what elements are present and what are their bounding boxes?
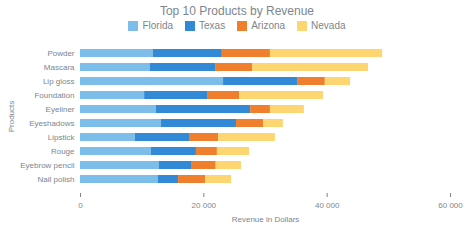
html-text:Arizona: Arizona (251, 20, 286, 31)
svg-text:Products: Products (7, 101, 16, 133)
html-text:Texas: Texas (199, 20, 226, 31)
svg-text:Revenue in Dollars: Revenue in Dollars (232, 215, 300, 224)
svg-text:Rouge: Rouge (51, 147, 75, 156)
svg-text:40 000: 40 000 (315, 201, 340, 210)
svg-text:60 000: 60 000 (438, 201, 463, 210)
svg-text:Eyebrow pencil: Eyebrow pencil (20, 161, 74, 170)
html-text:Florida: Florida (142, 20, 173, 31)
svg-text:Lipstick: Lipstick (48, 133, 76, 142)
svg-text:Mascara: Mascara (44, 63, 75, 72)
svg-text:Eyeliner: Eyeliner (46, 105, 75, 114)
html-text:Nevada: Nevada (311, 20, 346, 31)
html-text:Top 10 Products by Revenue: Top 10 Products by Revenue (159, 4, 314, 18)
svg-text:0: 0 (78, 201, 83, 210)
svg-text:Foundation: Foundation (34, 91, 74, 100)
svg-text:Eyeshadows: Eyeshadows (29, 119, 74, 128)
svg-text:Lip gloss: Lip gloss (43, 77, 75, 86)
svg-text:Powder: Powder (47, 49, 74, 58)
svg-text:Nail polish: Nail polish (38, 175, 75, 184)
svg-text:20 000: 20 000 (192, 201, 217, 210)
